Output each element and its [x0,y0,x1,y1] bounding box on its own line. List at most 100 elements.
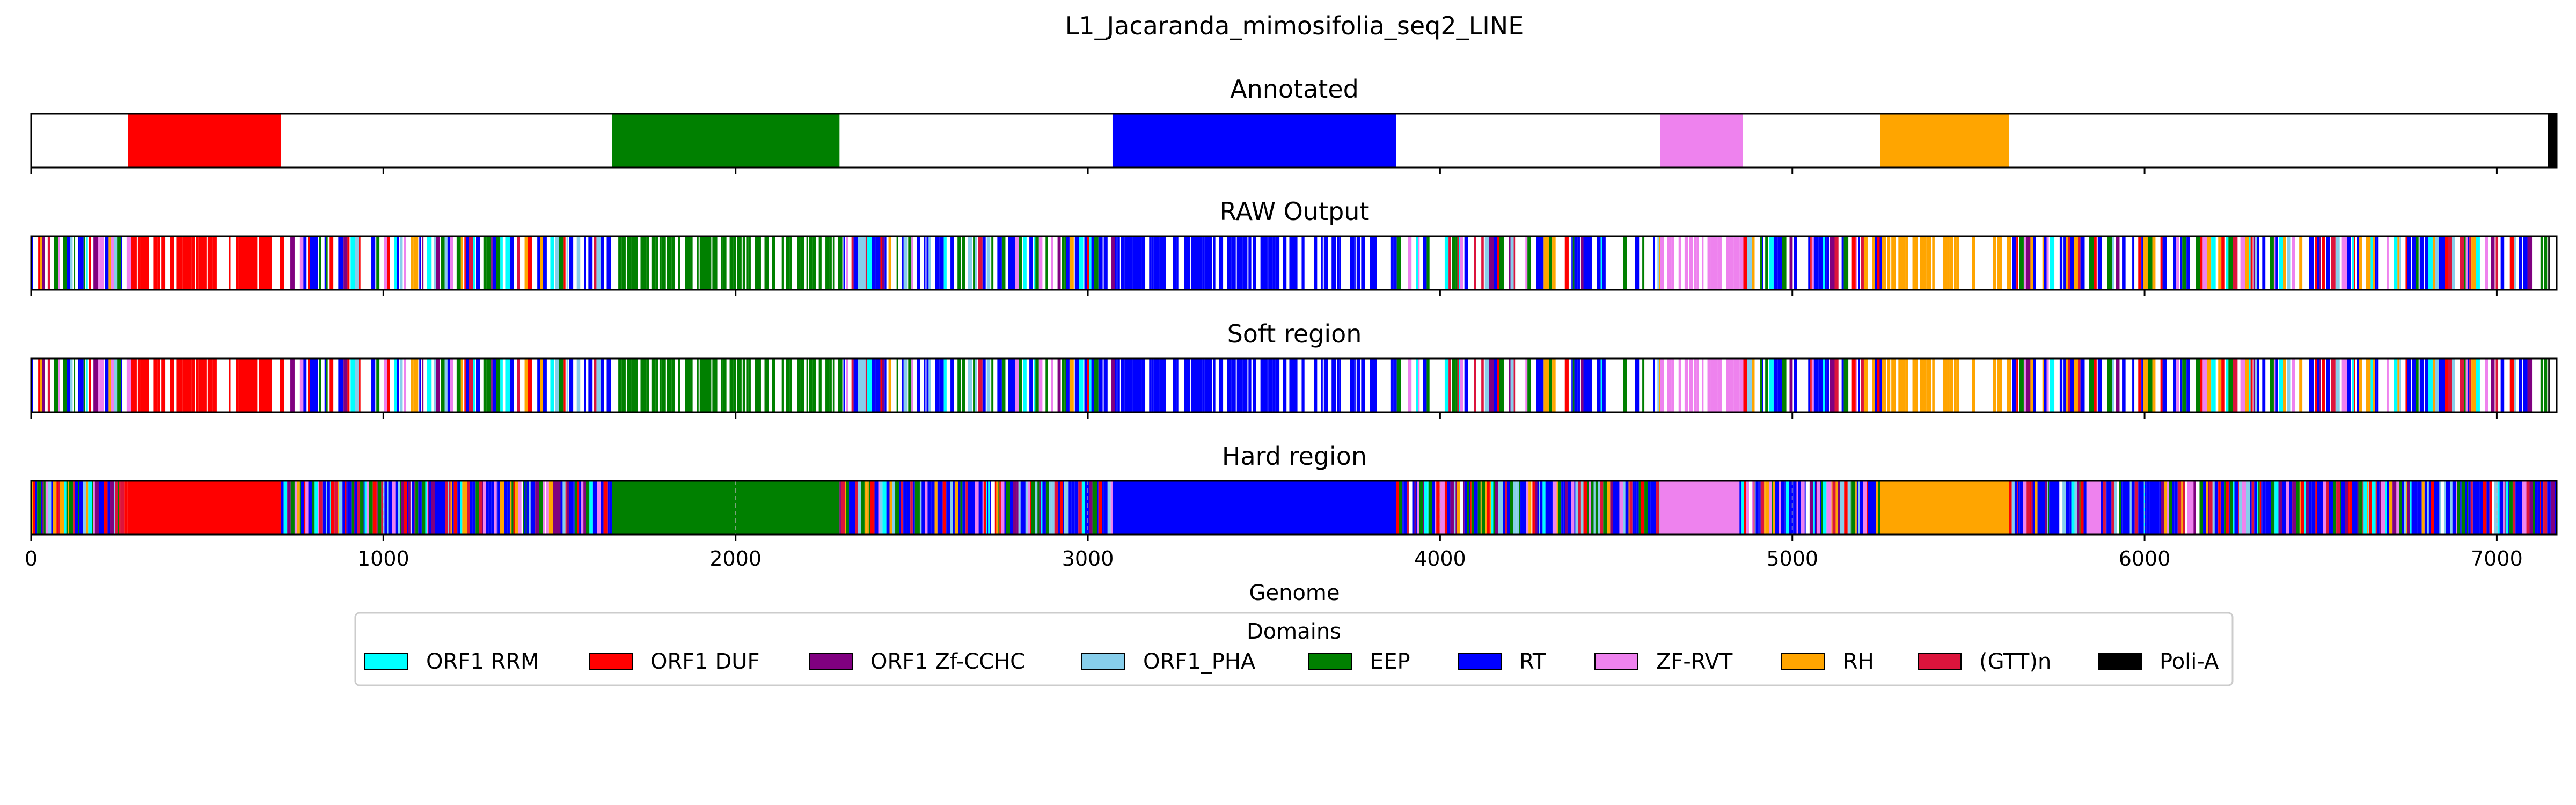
prediction-mark [359,358,361,412]
prediction-mark [2448,358,2453,412]
prediction-mark [764,236,769,290]
prediction-mark [2048,481,2050,535]
prediction-mark [1541,358,1544,412]
prediction-mark [1153,358,1157,412]
prediction-mark [2114,481,2117,535]
prediction-mark [1350,358,1355,412]
prediction-mark [2485,481,2487,535]
prediction-mark [338,481,339,535]
prediction-mark [1537,481,1539,535]
prediction-mark [1798,481,1802,535]
prediction-mark [902,358,904,412]
prediction-mark [566,358,568,412]
prediction-mark [1370,358,1374,412]
prediction-mark [2045,481,2047,535]
prediction-mark [1464,236,1468,290]
prediction-mark [1236,236,1241,290]
prediction-mark [526,481,529,535]
prediction-mark [1452,358,1456,412]
prediction-mark [2112,236,2114,290]
prediction-mark [2131,481,2135,535]
prediction-mark [1510,236,1514,290]
prediction-mark [425,481,427,535]
prediction-mark [1794,358,1797,412]
prediction-mark [419,358,421,412]
prediction-mark [196,358,199,412]
prediction-mark [1855,481,1857,535]
prediction-mark [1460,236,1463,290]
prediction-mark [1810,358,1812,412]
prediction-mark [2143,236,2148,290]
prediction-mark [1499,358,1501,412]
prediction-mark [2218,481,2221,535]
prediction-mark [1485,481,1487,535]
legend-label: ORF1 RRM [426,649,539,674]
prediction-mark [565,481,567,535]
prediction-mark [2428,358,2433,412]
prediction-mark [1091,236,1094,290]
prediction-mark [1552,358,1556,412]
prediction-mark [2221,236,2225,290]
prediction-mark [1634,481,1637,535]
prediction-mark [884,358,887,412]
prediction-mark [2200,358,2203,412]
prediction-mark [1151,358,1154,412]
prediction-mark [117,236,121,290]
prediction-mark [1868,481,1870,535]
prediction-mark [2306,481,2309,535]
prediction-mark [1947,236,1950,290]
prediction-mark [1176,358,1179,412]
prediction-mark [35,481,38,535]
prediction-mark [1615,481,1618,535]
prediction-mark [363,481,365,535]
prediction-mark [472,481,476,535]
prediction-mark [1818,358,1823,412]
prediction-mark [2515,481,2519,535]
prediction-mark [2023,236,2026,290]
prediction-mark [1760,481,1765,535]
prediction-mark [1069,358,1074,412]
prediction-mark [354,481,355,535]
prediction-mark [1022,481,1026,535]
prediction-mark [496,236,501,290]
prediction-mark [1374,358,1377,412]
x-axis-label: Genome [1249,581,1340,605]
x-tick-label: 7000 [2471,547,2523,570]
prediction-mark [962,481,966,535]
prediction-mark [1834,236,1839,290]
prediction-mark [714,358,718,412]
prediction-mark [2079,481,2081,535]
prediction-mark [708,236,712,290]
prediction-mark [2357,481,2359,535]
prediction-mark [496,481,498,535]
prediction-mark [479,481,481,535]
prediction-mark [528,236,532,290]
prediction-mark [1501,358,1504,412]
prediction-mark [1184,358,1188,412]
prediction-mark [387,481,389,535]
prediction-mark [2025,236,2031,290]
prediction-mark [343,358,348,412]
prediction-mark [2406,481,2407,535]
prediction-mark [2063,236,2066,290]
prediction-mark [1033,358,1036,412]
panel-frame [30,113,2558,169]
prediction-mark [1577,236,1580,290]
prediction-mark [1689,358,1693,412]
prediction-mark [1138,236,1142,290]
prediction-mark [2012,236,2017,290]
prediction-mark [2368,481,2369,535]
prediction-mark [712,236,714,290]
prediction-mark [54,358,58,412]
prediction-mark [77,481,78,535]
prediction-mark [450,358,453,412]
legend-swatch [1308,653,1352,670]
prediction-mark [1196,236,1199,290]
prediction-mark [2347,236,2351,290]
prediction-mark [882,481,887,535]
prediction-mark [2311,481,2316,535]
prediction-mark [418,481,422,535]
prediction-mark [1116,236,1118,290]
prediction-mark [1953,236,1957,290]
prediction-mark [500,236,503,290]
